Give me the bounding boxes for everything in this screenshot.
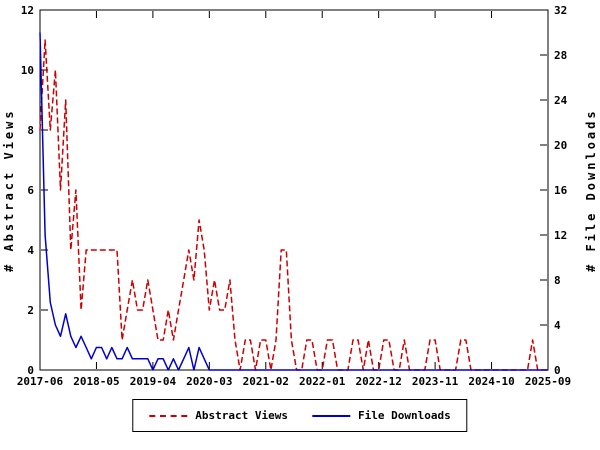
svg-text:20: 20 — [554, 139, 567, 152]
svg-text:12: 12 — [554, 229, 567, 242]
abstract-views-line-sample — [149, 414, 188, 417]
svg-text:2024-10: 2024-10 — [468, 375, 514, 388]
svg-text:2019-04: 2019-04 — [130, 375, 177, 388]
svg-text:4: 4 — [27, 244, 34, 257]
right-axis-title: # File Downloads — [584, 108, 598, 272]
svg-text:32: 32 — [554, 4, 567, 17]
svg-text:2023-11: 2023-11 — [412, 375, 459, 388]
legend-label-file-downloads: File Downloads — [358, 409, 451, 422]
svg-text:2020-03: 2020-03 — [186, 375, 232, 388]
legend-item-abstract-views: Abstract Views — [149, 409, 288, 422]
legend: Abstract Views File Downloads — [132, 399, 468, 432]
svg-text:12: 12 — [21, 4, 34, 17]
svg-text:2018-05: 2018-05 — [73, 375, 119, 388]
svg-text:28: 28 — [554, 49, 567, 62]
svg-text:2022-12: 2022-12 — [355, 375, 401, 388]
svg-text:8: 8 — [27, 124, 34, 137]
svg-text:2025-09: 2025-09 — [525, 375, 571, 388]
svg-text:0: 0 — [554, 364, 561, 377]
svg-text:2022-01: 2022-01 — [299, 375, 346, 388]
svg-text:2021-02: 2021-02 — [243, 375, 289, 388]
legend-item-file-downloads: File Downloads — [312, 409, 451, 422]
svg-text:10: 10 — [21, 64, 34, 77]
svg-text:0: 0 — [27, 364, 34, 377]
svg-text:8: 8 — [554, 274, 561, 287]
svg-text:16: 16 — [554, 184, 568, 197]
svg-text:2017-06: 2017-06 — [17, 375, 64, 388]
svg-text:6: 6 — [27, 184, 34, 197]
svg-text:24: 24 — [554, 94, 568, 107]
svg-text:2: 2 — [27, 304, 34, 317]
file-downloads-line-sample — [312, 414, 350, 417]
svg-text:4: 4 — [554, 319, 561, 332]
left-axis-title: # Abstract Views — [2, 108, 16, 272]
legend-label-abstract-views: Abstract Views — [195, 409, 288, 422]
